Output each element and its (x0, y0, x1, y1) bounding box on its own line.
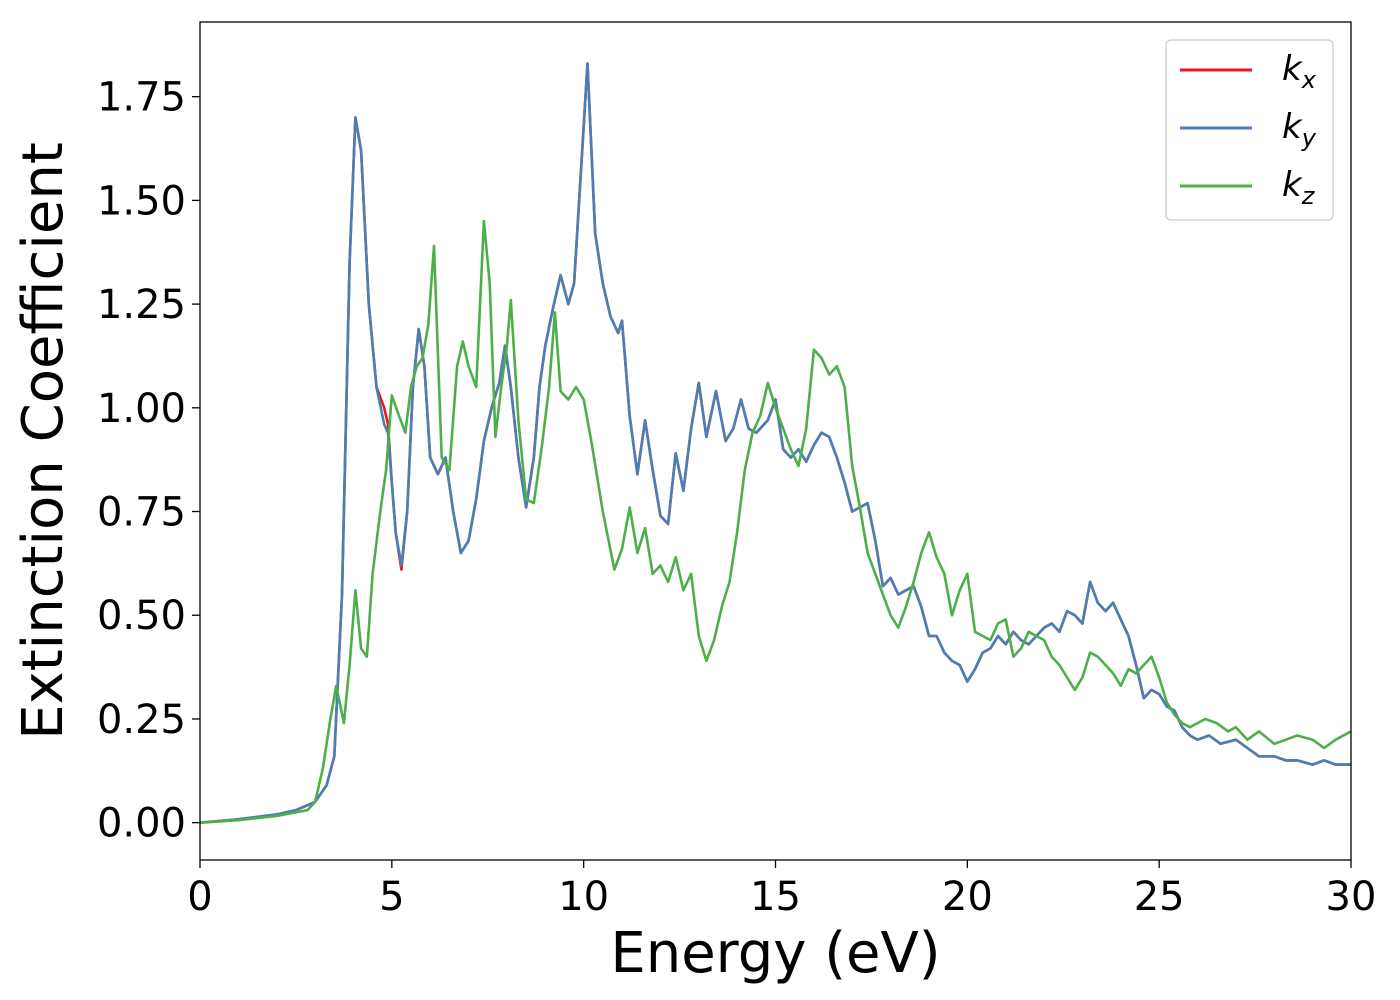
legend-box (1165, 39, 1334, 221)
x-tick-label: 15 (750, 874, 801, 920)
x-tick-label: 5 (379, 874, 404, 920)
legend-label-y: ky (1282, 107, 1317, 152)
y-tick-label: 0.25 (97, 697, 186, 743)
series-lines (199, 62, 1352, 824)
y-axis-title: Extinction Coefficient (11, 142, 76, 740)
x-tick-label: 0 (187, 874, 212, 920)
y-tick-label: 1.75 (97, 75, 186, 121)
x-tick-label: 25 (1134, 874, 1185, 920)
y-tick-label: 0.75 (97, 490, 186, 536)
y-tick-label: 1.25 (97, 282, 186, 328)
y-tick-label: 1.50 (97, 178, 186, 224)
y-tick-label: 1.00 (97, 386, 186, 432)
series-line-z (199, 219, 1352, 824)
y-tick-label: 0.00 (97, 801, 186, 847)
x-tick-label: 20 (942, 874, 993, 920)
y-axis-ticks: 0.00 0.25 0.50 0.75 1.00 1.25 1.50 1.75 (97, 75, 200, 847)
series-line-y (199, 62, 1351, 824)
plot-background (200, 22, 1351, 860)
y-tick-label: 0.50 (97, 593, 186, 639)
x-tick-label: 10 (558, 874, 609, 920)
x-axis-ticks: 0 5 10 15 20 25 30 (187, 860, 1376, 920)
x-axis-title: Energy (eV) (610, 921, 940, 986)
x-tick-label: 30 (1326, 874, 1377, 920)
